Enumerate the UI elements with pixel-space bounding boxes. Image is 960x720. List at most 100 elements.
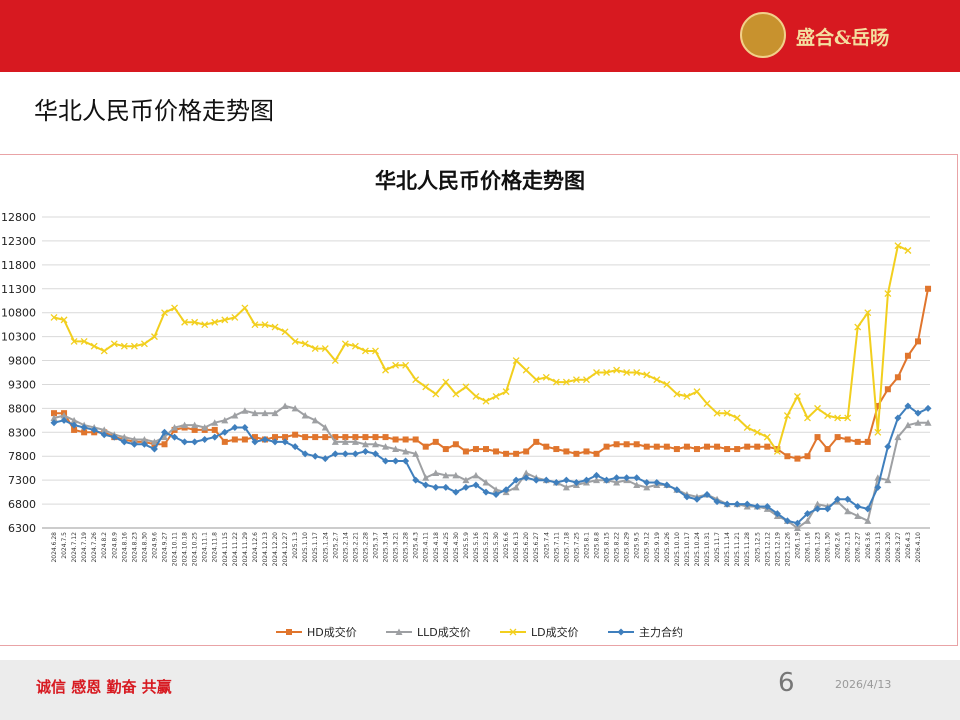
data-point [412, 436, 419, 443]
data-point [161, 441, 168, 448]
data-point [452, 441, 459, 448]
data-point [613, 441, 620, 448]
data-point [201, 424, 209, 431]
series-square [51, 285, 932, 462]
x-tick-label: 2026.2.13 [845, 532, 852, 563]
data-point [874, 428, 882, 436]
data-point [395, 628, 403, 635]
data-point [894, 414, 902, 422]
data-point [714, 443, 721, 450]
data-point [462, 448, 469, 455]
data-point [311, 416, 319, 424]
data-point [402, 457, 410, 465]
x-tick-label: 2025.11.14 [724, 532, 731, 567]
data-point [392, 457, 400, 465]
data-point [512, 476, 520, 484]
data-point [924, 419, 932, 426]
data-point [613, 474, 621, 482]
data-point [493, 448, 500, 455]
data-point [332, 434, 339, 441]
data-point [864, 517, 872, 524]
data-point [764, 443, 771, 450]
data-point [844, 495, 852, 503]
x-tick-label: 2025.6.20 [523, 532, 530, 563]
x-tick-label: 2025.8.8 [594, 532, 601, 559]
data-point [522, 474, 530, 482]
data-point [814, 404, 821, 412]
data-point [793, 519, 801, 527]
x-tick-label: 2026.3.6 [865, 532, 872, 559]
x-tick-label: 2026.1.9 [794, 532, 801, 559]
data-point [512, 483, 520, 491]
x-tick-label: 2024.8.9 [111, 532, 118, 559]
data-point [261, 435, 269, 443]
data-point [351, 438, 359, 445]
x-tick-label: 2025.12.19 [774, 532, 781, 567]
x-tick-label: 2025.10.31 [704, 532, 711, 567]
data-point [643, 483, 651, 491]
x-tick-label: 2025.5.9 [463, 532, 470, 559]
data-point [724, 446, 731, 453]
x-tick-label: 2025.9.26 [664, 532, 671, 563]
data-point [331, 450, 339, 458]
company-logo: 盛合&岳旸 [740, 10, 940, 62]
y-tick-label: 11300 [1, 283, 36, 296]
data-point [452, 488, 460, 496]
x-tick-label: 2025.11.21 [734, 532, 741, 567]
data-point [301, 412, 309, 419]
data-point [532, 476, 540, 484]
data-point [623, 474, 631, 482]
data-point [191, 421, 199, 429]
data-point [653, 443, 660, 450]
data-point [492, 486, 500, 493]
legend-item: 主力合约 [608, 625, 683, 639]
data-point [763, 502, 771, 510]
data-point [361, 347, 369, 355]
data-point [814, 500, 822, 508]
data-point [301, 340, 309, 348]
data-point [793, 524, 801, 531]
data-point [291, 443, 299, 451]
footer-slogan: 诚信 感恩 勤奋 共赢 [36, 678, 172, 696]
data-point [442, 483, 450, 491]
data-point [60, 316, 68, 324]
data-point [533, 438, 540, 445]
data-point [361, 447, 369, 455]
x-tick-label: 2025.10.10 [674, 532, 681, 567]
data-point [352, 434, 359, 441]
data-point [783, 412, 791, 420]
data-point [834, 414, 842, 422]
data-point [151, 333, 158, 341]
data-point [120, 433, 128, 441]
data-point [382, 457, 390, 465]
data-point [502, 486, 510, 494]
x-tick-label: 2024.10.25 [192, 532, 199, 567]
x-tick-label: 2025.10.24 [694, 532, 701, 567]
data-point [593, 471, 601, 479]
data-point [914, 419, 922, 426]
data-point [673, 446, 680, 453]
x-tick-label: 2024.6.28 [51, 532, 58, 563]
data-point [753, 428, 761, 436]
x-tick-label: 2025.3.21 [393, 532, 400, 563]
data-point [543, 443, 550, 450]
x-tick-label: 2025.4.30 [453, 532, 460, 563]
data-point [673, 390, 681, 398]
data-point [884, 443, 892, 451]
data-point [361, 440, 369, 448]
data-point [874, 402, 881, 409]
data-point [673, 486, 681, 494]
x-tick-label: 2024.7.19 [81, 532, 88, 563]
x-tick-label: 2025.1.3 [292, 532, 299, 559]
data-point [462, 383, 470, 391]
data-point [713, 409, 721, 417]
x-tick-label: 2025.1.10 [302, 532, 309, 563]
x-tick-label: 2025.2.28 [362, 532, 369, 563]
data-point [341, 438, 349, 445]
data-point [100, 426, 108, 433]
data-point [321, 424, 329, 431]
x-tick-label: 2025.6.27 [533, 532, 540, 563]
data-point [713, 498, 721, 506]
data-point [321, 455, 329, 463]
data-point [884, 476, 892, 484]
